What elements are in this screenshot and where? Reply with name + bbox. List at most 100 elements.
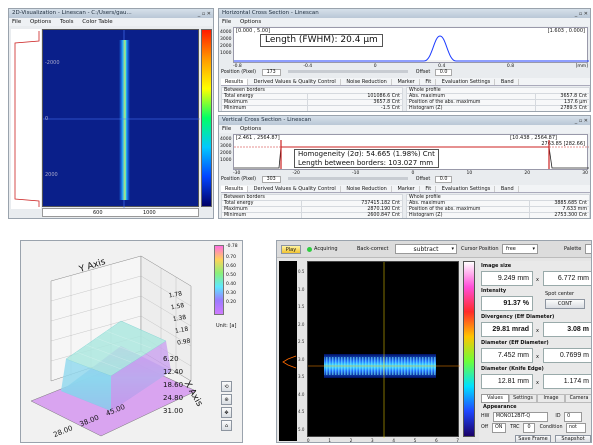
tab-evaluation-settings[interactable]: Evaluation Settings (438, 186, 495, 192)
diameter-eff-b-field: 0.7699 m (543, 348, 592, 363)
hcs-ytick: 3000 (220, 36, 233, 43)
hcs-position-value[interactable]: 173 (262, 69, 281, 76)
on-toggle[interactable]: ON (492, 423, 506, 433)
tab-noise-reduction[interactable]: Noise Reduction (342, 186, 391, 192)
menu-tools[interactable]: Tools (60, 19, 74, 25)
tab-settings[interactable]: Settings (509, 394, 537, 403)
tab-results[interactable]: Results (221, 79, 248, 85)
vcs-ytick: 4000 (220, 136, 233, 143)
tab-camera[interactable]: Camera (565, 394, 592, 403)
menu-file[interactable]: File (12, 19, 21, 25)
viz2d-image[interactable]: -2000 0 2000 (42, 29, 199, 207)
table-row: Minimum 2600.847 Cnt (222, 213, 403, 219)
snapshot-button[interactable]: Snapshot (555, 435, 591, 443)
tab-band[interactable]: Band (497, 186, 519, 192)
viz3d-tick: 12.40 (163, 366, 183, 379)
viz3d-toolbar: ⟲ ⊕ ✥ ⌂ (221, 381, 241, 431)
viz2d-horizontal-strip: 600 1000 (42, 208, 199, 217)
hcs-offset-value[interactable]: 0.0 (435, 69, 453, 76)
camera-ytick: 3.0 (298, 351, 304, 369)
viz2d-ytick: 0 (45, 116, 48, 122)
viz3d-scale-top: -0.78 (226, 244, 238, 249)
save-frame-button[interactable]: Save Frame (515, 435, 551, 443)
vcs-xtick: -10 (352, 171, 359, 176)
viz2d-xtick: 600 (93, 210, 103, 216)
bg-correct-select[interactable]: subtract ▾ (395, 244, 457, 254)
hw-select[interactable]: MONO12BIT-Q (493, 412, 548, 422)
menu-file[interactable]: File (222, 19, 231, 25)
table-row: Histogram (Z) 2753.300 Cnt (407, 213, 590, 219)
condition-label: Condition (540, 425, 563, 430)
tab-noise-reduction[interactable]: Noise Reduction (342, 79, 391, 85)
tab-fit[interactable]: Fit (421, 186, 436, 192)
reset-view-icon[interactable]: ⌂ (221, 420, 232, 431)
zoom-tool-icon[interactable]: ⊕ (221, 394, 232, 405)
condition-field[interactable]: not (566, 423, 586, 433)
hcs-plot[interactable]: [0.000 , 5.00] [1.603 , 0.000] Length (F… (233, 27, 588, 63)
camera-settings-row2: Off ON TRC 0 Condition not (481, 423, 592, 432)
tab-band[interactable]: Band (497, 79, 519, 85)
hcs-titlebar: Horizontal Cross Section - Linescan _ ▫ … (219, 9, 590, 18)
menu-options[interactable]: Options (30, 19, 51, 25)
tab-values[interactable]: Values (481, 394, 509, 403)
menu-options[interactable]: Options (240, 19, 261, 25)
vcs-whole-table: Whole profile Abs. maximum 3885.685 Cnt P… (406, 194, 590, 219)
menu-options[interactable]: Options (240, 126, 261, 132)
diameter-eff-label: Diameter (Eff Diameter) (481, 340, 549, 346)
hcs-xtick: -0.8 (233, 64, 242, 69)
viz2d-ytick: 2000 (45, 172, 58, 178)
menu-color-table[interactable]: Color Table (82, 19, 112, 25)
viz2d-window: 2D-Visualization - Linescan - C:/Users/g… (8, 8, 214, 219)
image-height-field: 6.772 mm (543, 271, 592, 286)
hcs-offset-label: Offset (416, 70, 430, 75)
diameter-knife-a-field: 12.81 mm (481, 374, 533, 389)
vcs-homogeneity-box: Homogeneity (2σ): 54.665 (1.98%) Cnt Len… (294, 149, 439, 168)
rotate-tool-icon[interactable]: ⟲ (221, 381, 232, 392)
id-field[interactable]: 0 (564, 412, 582, 422)
vcs-position-slider[interactable] (288, 177, 408, 180)
x-separator: x (536, 380, 539, 386)
tab-evaluation-settings[interactable]: Evaluation Settings (438, 79, 495, 85)
vcs-titlebar: Vertical Cross Section - Linescan _ ▫ ✕ (219, 116, 590, 125)
tab-results[interactable]: Results (221, 186, 248, 192)
chevron-down-icon: ▾ (532, 245, 535, 254)
palette-select[interactable] (585, 244, 592, 254)
menu-file[interactable]: File (222, 126, 231, 132)
x-separator: x (536, 354, 539, 360)
hcs-position-slider[interactable] (288, 70, 408, 73)
palette-label: Palette (564, 246, 581, 252)
camera-image[interactable] (307, 261, 459, 437)
cursor-position-select[interactable]: free ▾ (502, 244, 538, 254)
tab-fit[interactable]: Fit (421, 79, 436, 85)
pan-tool-icon[interactable]: ✥ (221, 407, 232, 418)
tab-derived-values[interactable]: Derived Values & Quality Control (250, 186, 341, 192)
window-controls[interactable]: _ ▫ ✕ (575, 10, 588, 18)
trc-field[interactable]: 0 (523, 423, 535, 433)
vcs-offset-value[interactable]: 0.0 (435, 176, 453, 183)
vcs-plot[interactable]: [2.461 , 2564.87] [10.438 , 2564.87] 276… (233, 134, 588, 170)
hcs-whole-table: Whole profile Abs. maximum 3657.8 Cnt Pos… (406, 87, 590, 112)
camera-ytick: 4.0 (298, 386, 304, 404)
viz3d-window: Y Axis X Axis 1.78 1.58 1.38 1.18 0.98 6… (20, 240, 243, 443)
viz2d-title: 2D-Visualization - Linescan - C:/Users/g… (12, 10, 132, 16)
spot-center-button[interactable]: CONT (545, 299, 585, 309)
viz3d-scale-value: 0.50 (226, 271, 236, 280)
camera-left-profile (279, 261, 297, 441)
window-controls[interactable]: _ ▫ ✕ (198, 10, 211, 18)
hcs-between-table: Between borders Total energy 101086.6 Cnt… (221, 87, 403, 112)
window-controls[interactable]: _ ▫ ✕ (575, 117, 588, 125)
tab-derived-values[interactable]: Derived Values & Quality Control (250, 79, 341, 85)
viz3d-tick: 18.60 (163, 379, 183, 392)
hcs-xtick: 0 (374, 64, 377, 69)
tab-marker[interactable]: Marker (393, 186, 419, 192)
divergency-b-field: 3.08 m (543, 322, 592, 337)
viz3d-tick: 24.80 (163, 392, 183, 405)
vcs-x-ticks: -30 -20 -10 0 10 20 30 (233, 171, 588, 176)
vcs-position-value[interactable]: 303 (262, 176, 281, 183)
play-button[interactable]: Play (281, 245, 301, 254)
tab-marker[interactable]: Marker (393, 79, 419, 85)
tab-image[interactable]: Image (537, 394, 565, 403)
viz3d-unit-label: Unit: [a] (216, 323, 236, 329)
row-label: Minimum (222, 213, 302, 219)
divergency-label: Divergency (Eff Diameter) (481, 314, 554, 320)
